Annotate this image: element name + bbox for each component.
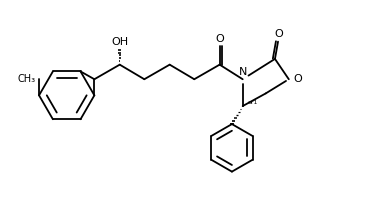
Text: CH₃: CH₃: [18, 74, 36, 84]
Text: or1: or1: [247, 100, 258, 105]
Text: N: N: [238, 67, 247, 77]
Text: O: O: [294, 74, 303, 84]
Text: O: O: [274, 29, 283, 39]
Text: O: O: [215, 34, 224, 43]
Text: OH: OH: [111, 37, 128, 47]
